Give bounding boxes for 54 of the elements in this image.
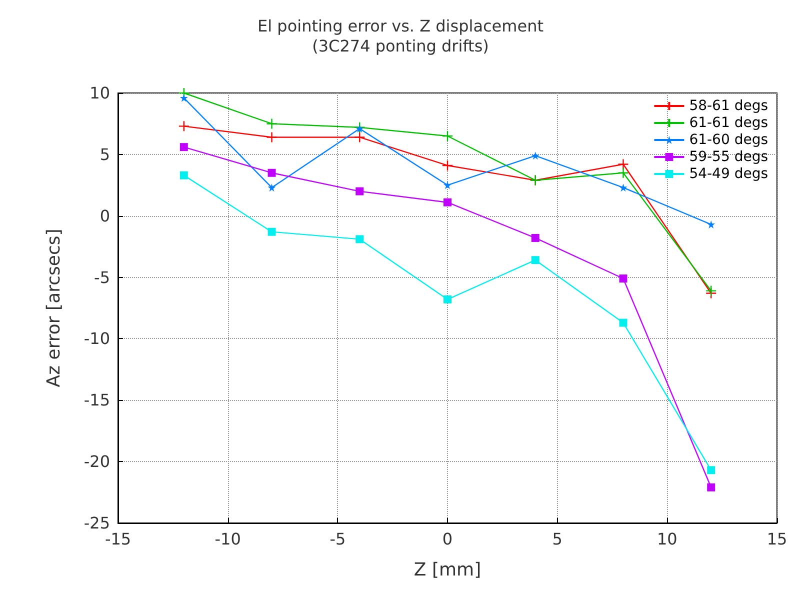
point bbox=[531, 234, 540, 242]
point bbox=[707, 483, 716, 492]
y-tick-label: -10 bbox=[84, 329, 110, 348]
point bbox=[180, 94, 188, 102]
point bbox=[268, 228, 276, 236]
point bbox=[707, 220, 716, 228]
point bbox=[444, 295, 452, 304]
chart-subtitle: (3C274 ponting drifts) bbox=[312, 36, 489, 56]
legend-label: 54-49 degs bbox=[689, 166, 768, 182]
point bbox=[354, 122, 366, 133]
x-tick-label: -10 bbox=[214, 530, 241, 548]
legend-label: 61-61 degs bbox=[689, 115, 768, 131]
point bbox=[268, 184, 276, 192]
chart-title: El pointing error vs. Z displacement bbox=[258, 16, 544, 36]
x-tick-label: 5 bbox=[552, 530, 562, 548]
point bbox=[531, 152, 540, 160]
point bbox=[356, 235, 364, 244]
point bbox=[180, 171, 188, 180]
point bbox=[619, 318, 628, 327]
point bbox=[354, 132, 366, 143]
point bbox=[268, 168, 276, 177]
point bbox=[178, 120, 190, 132]
point bbox=[266, 132, 278, 143]
point bbox=[531, 256, 540, 264]
x-tick-label: 15 bbox=[766, 530, 788, 548]
legend-label: 58-61 degs bbox=[689, 98, 768, 114]
y-tick-label: -15 bbox=[84, 390, 110, 410]
point bbox=[618, 158, 629, 170]
point bbox=[442, 130, 454, 142]
y-tick-label: -5 bbox=[94, 268, 110, 287]
point bbox=[266, 118, 278, 130]
point bbox=[442, 160, 454, 172]
point bbox=[619, 184, 628, 192]
y-tick-label: 10 bbox=[90, 84, 110, 102]
legend-label: 59-55 degs bbox=[689, 149, 768, 165]
y-tick-label: -25 bbox=[84, 514, 110, 532]
point bbox=[707, 466, 716, 474]
point bbox=[619, 274, 628, 283]
point bbox=[618, 167, 629, 178]
point bbox=[180, 143, 188, 152]
x-tick-label: -5 bbox=[330, 530, 346, 548]
y-tick-label: -20 bbox=[84, 452, 110, 472]
point bbox=[444, 198, 452, 206]
point bbox=[444, 181, 452, 190]
x-tick-label: 0 bbox=[442, 530, 453, 548]
point bbox=[706, 285, 717, 296]
point bbox=[356, 124, 364, 133]
x-tick-label: 10 bbox=[656, 530, 678, 548]
legend-label: 61-60 degs bbox=[689, 132, 768, 148]
point bbox=[356, 187, 364, 196]
x-axis-title: Z [mm] bbox=[414, 560, 482, 580]
y-axis-title: Az error [arcsecs] bbox=[44, 228, 64, 388]
y-tick-label: 5 bbox=[100, 144, 110, 164]
y-tick-label: 0 bbox=[100, 206, 110, 226]
